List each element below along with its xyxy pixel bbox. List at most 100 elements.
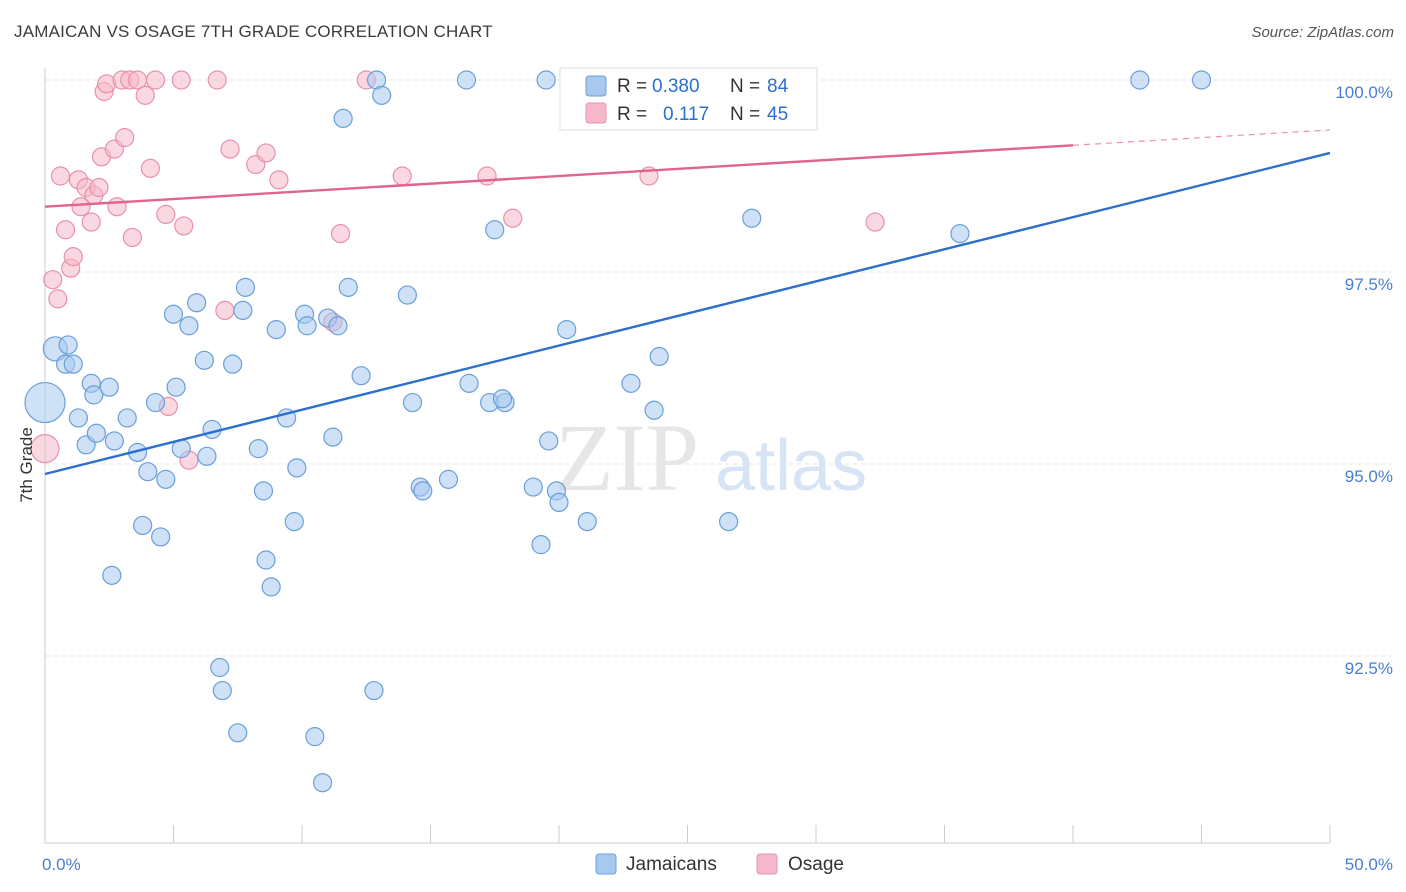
osage-point [140,158,160,178]
osage-point [63,247,83,267]
jamaican-point [333,108,353,129]
osage-point [115,128,135,148]
jamaican-point [58,335,78,355]
osage-point [156,204,176,224]
osage-point [220,139,240,159]
osage-point [122,227,142,248]
osage-point [171,70,191,90]
osage-point [145,70,166,90]
x-tick-label: 0.0% [42,855,81,874]
legend-swatch-pink [585,102,607,124]
jamaican-point [166,377,186,397]
jamaican-point [24,381,66,424]
jamaican-point [397,285,417,305]
jamaican-point [577,511,597,532]
jamaican-trend-line [44,151,1331,476]
y-tick-label: 95.0% [1345,467,1393,486]
osage-point [865,212,885,232]
osage-point [30,434,60,464]
jamaican-point [523,477,543,497]
watermark: ZIP atlas [555,404,867,511]
osage-point [330,224,351,244]
jamaican-point [742,208,762,228]
jamaican-point [68,408,89,428]
jamaican-point [297,316,317,336]
jamaican-point [84,385,104,405]
osage-trend-extension [1072,129,1331,146]
legend-swatch-blue [585,75,607,97]
source-credit: Source: ZipAtlas.com [1251,24,1394,41]
bottom-legend-label-osage: Osage [788,854,844,875]
jamaican-point [63,354,83,374]
jamaican-point [719,511,739,532]
osage-point [55,220,76,240]
chart-title: JAMAICAN VS OSAGE 7TH GRADE CORRELATION … [14,22,493,41]
jamaican-point [539,431,559,451]
jamaican-point [233,300,253,320]
osage-point [48,289,68,309]
osage-point [81,212,101,232]
legend-r-value-blue: 0.380 [652,76,700,97]
osage-point [215,300,235,320]
y-tick-label: 100.0% [1335,83,1393,102]
jamaican-point [179,316,199,336]
jamaican-point [950,224,970,244]
osage-point [269,170,289,190]
jamaican-point [338,277,358,297]
jamaican-point [351,366,371,386]
jamaican-point [328,316,348,336]
watermark-atlas: atlas [715,426,867,506]
legend-n-label-pink: N = [730,104,760,125]
jamaican-point [86,423,107,443]
osage-point [503,208,523,228]
jamaican-point [253,481,274,501]
osage-point [174,216,194,236]
jamaican-point [256,550,276,570]
jamaican-point [305,727,325,747]
jamaican-point [102,565,122,585]
jamaican-point [557,320,577,340]
bottom-legend-label-jamaicans: Jamaicans [626,854,717,875]
legend-r-label-blue: R = [617,76,647,97]
jamaican-point [235,277,256,297]
jamaican-point [531,535,551,555]
jamaican-point [312,773,333,793]
osage-point [207,70,227,90]
jamaican-point [145,392,166,413]
jamaican-point [223,354,243,374]
jamaican-point [402,392,423,413]
y-tick-label: 97.5% [1345,275,1393,294]
osage-point [89,177,109,198]
jamaican-point [228,723,248,743]
osage-point [477,166,497,186]
jamaican-point [621,373,641,393]
jamaican-point [138,462,158,482]
osage-point [43,270,63,290]
jamaican-point [485,220,505,240]
osage-trend-line [44,144,1074,208]
legend-r-label-pink: R = [617,104,647,125]
jamaican-point [212,680,232,701]
jamaican-point [536,70,556,90]
jamaican-point [649,346,669,367]
jamaican-point [104,431,124,451]
series-legend: Jamaicans Osage [595,853,844,875]
jamaican-point [413,481,433,501]
jamaican-point [644,400,664,420]
jamaican-point [549,492,569,512]
osage-point [392,166,412,186]
jamaican-point [364,680,384,701]
legend-n-label-blue: N = [730,76,760,97]
jamaican-point [187,293,207,313]
y-axis-title: 7th Grade [17,427,36,503]
axes-layer: 92.5% 95.0% 97.5% 100.0% 0.0% 50.0% [42,68,1393,874]
stats-legend: R = 0.380 N = 84 R = 0.117 N = 45 [559,67,818,131]
jamaican-point [210,657,230,678]
legend-r-value-pink: 0.117 [663,104,709,125]
jamaican-point [261,577,281,597]
osage-point [71,197,91,217]
jamaican-point [202,419,222,440]
jamaican-point [492,389,513,409]
jamaican-point [284,511,304,532]
